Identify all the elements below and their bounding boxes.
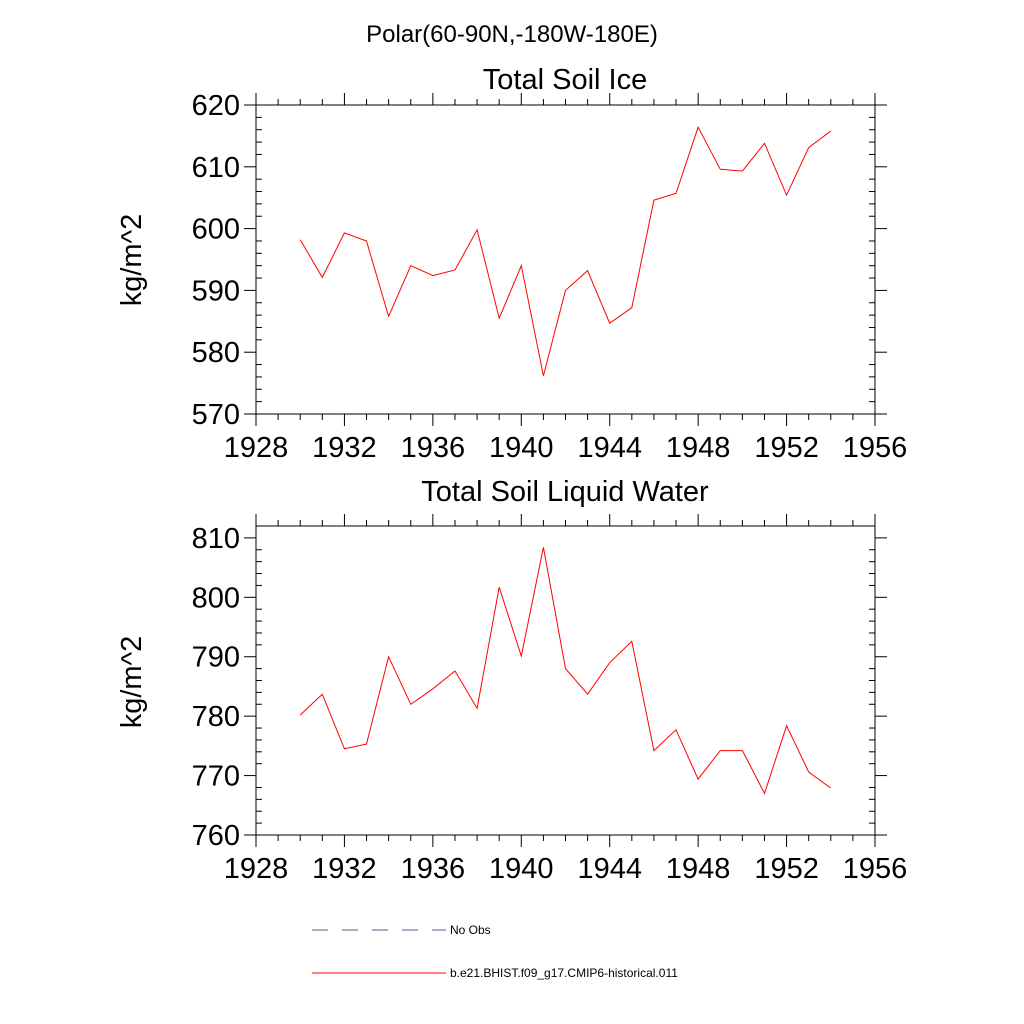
y-tick-label: 590 <box>192 275 240 307</box>
x-tick-label: 1928 <box>224 432 289 464</box>
y-tick-label: 780 <box>192 701 240 733</box>
y-axis-label: kg/m^2 <box>116 214 148 307</box>
figure-suptitle: Polar(60-90N,-180W-180E) <box>366 21 658 48</box>
x-tick-label: 1948 <box>666 432 731 464</box>
x-tick-label: 1932 <box>312 432 377 464</box>
x-tick-label: 1940 <box>489 432 554 464</box>
tick-group <box>244 514 887 847</box>
y-tick-label: 620 <box>192 90 240 122</box>
x-tick-label: 1948 <box>666 853 731 885</box>
y-tick-label: 800 <box>192 582 240 614</box>
legend-label-model: b.e21.BHIST.f09_g17.CMIP6-historical.011 <box>450 966 678 980</box>
x-tick-label: 1944 <box>577 853 642 885</box>
x-tick-label: 1952 <box>754 432 819 464</box>
plot-frame <box>255 525 876 836</box>
y-tick-label: 810 <box>192 523 240 555</box>
panel-title: Total Soil Liquid Water <box>421 476 709 508</box>
tick-group <box>244 93 887 426</box>
y-tick-label: 790 <box>192 642 240 674</box>
x-tick-label: 1956 <box>843 432 908 464</box>
y-tick-label: 570 <box>192 399 240 431</box>
tick-label-group: 1928 1932 1936 1940 1944 1948 1952 1956 760 770 78… <box>192 523 908 885</box>
y-tick-label: 580 <box>192 337 240 369</box>
panel-total-soil-ice: Total Soil Ice kg/m^2 1928 1932 1936 1940 19… <box>116 64 907 464</box>
x-tick-label: 1952 <box>754 853 819 885</box>
y-tick-label: 610 <box>192 152 240 184</box>
y-axis-label: kg/m^2 <box>116 636 148 729</box>
series-line-model <box>299 547 832 795</box>
legend-label-no-obs: No Obs <box>450 923 491 937</box>
plot-frame <box>255 104 876 415</box>
series-line-model <box>299 125 832 376</box>
x-tick-label: 1940 <box>489 853 554 885</box>
x-tick-label: 1928 <box>224 853 289 885</box>
series-group <box>299 547 832 795</box>
x-tick-label: 1944 <box>577 432 642 464</box>
x-tick-label: 1936 <box>401 853 466 885</box>
y-tick-label: 770 <box>192 761 240 793</box>
x-tick-label: 1956 <box>843 853 908 885</box>
panel-total-soil-liquid-water: Total Soil Liquid Water kg/m^2 1928 1932 1… <box>116 476 907 885</box>
legend: No Obs b.e21.BHIST.f09_g17.CMIP6-histori… <box>312 923 678 980</box>
x-tick-label: 1936 <box>401 432 466 464</box>
y-tick-label: 600 <box>192 214 240 246</box>
tick-label-group: 1928 1932 1936 1940 1944 1948 1952 1956 570 580 59… <box>192 90 908 464</box>
x-tick-label: 1932 <box>312 853 377 885</box>
y-tick-label: 760 <box>192 820 240 852</box>
series-group <box>299 125 832 376</box>
panel-title: Total Soil Ice <box>483 64 647 96</box>
